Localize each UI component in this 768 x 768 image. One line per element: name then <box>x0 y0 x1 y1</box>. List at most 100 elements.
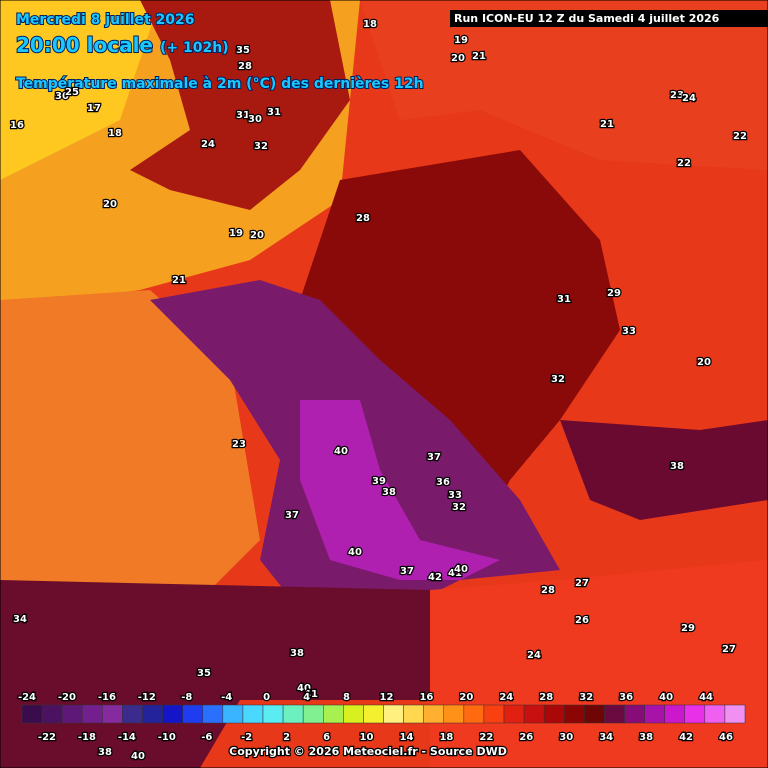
temperature-label: 35 <box>197 668 211 679</box>
color-swatch <box>41 704 63 724</box>
temperature-label: 21 <box>600 119 614 130</box>
scale-label: 8 <box>343 692 350 703</box>
color-swatch <box>383 704 404 724</box>
scale-label: 44 <box>699 692 713 703</box>
color-swatch <box>323 704 344 724</box>
temperature-label: 38 <box>670 461 684 472</box>
temperature-label: 36 <box>436 477 450 488</box>
temperature-label: 38 <box>290 648 304 659</box>
scale-label: 12 <box>380 692 394 703</box>
britain <box>130 0 350 210</box>
color-swatch <box>443 704 465 724</box>
scale-label: -22 <box>38 732 56 743</box>
scale-label: 38 <box>639 732 653 743</box>
temperature-label: 24 <box>201 139 215 150</box>
temperature-label: 31 <box>557 294 571 305</box>
scale-label: 24 <box>499 692 513 703</box>
temperature-label: 19 <box>229 228 243 239</box>
color-swatch <box>61 704 83 724</box>
temperature-label: 29 <box>681 623 695 634</box>
rhone-valley <box>300 400 500 580</box>
scale-label: 16 <box>419 692 433 703</box>
scale-label: 14 <box>399 732 413 743</box>
temperature-label: 20 <box>697 357 711 368</box>
color-swatch <box>142 704 163 724</box>
color-swatch <box>262 704 284 724</box>
color-swatch <box>222 704 244 724</box>
temperature-label: 31 <box>236 110 250 121</box>
scale-label: 30 <box>559 732 573 743</box>
temperature-label: 22 <box>733 131 747 142</box>
color-swatch <box>282 704 304 724</box>
temperature-label: 41 <box>448 568 462 579</box>
color-swatch <box>523 704 545 724</box>
temperature-label: 25 <box>65 87 79 98</box>
temperature-label: 40 <box>334 446 348 457</box>
temperature-label: 32 <box>254 141 268 152</box>
temperature-label: 26 <box>575 615 589 626</box>
temperature-label: 37 <box>427 452 441 463</box>
scale-label: 4 <box>303 692 310 703</box>
scale-label: 2 <box>283 732 290 743</box>
temperature-label: 32 <box>452 502 466 513</box>
color-swatch <box>604 704 625 724</box>
north-germany <box>360 0 768 170</box>
scale-label: -10 <box>158 732 176 743</box>
temperature-label: 40 <box>131 751 145 762</box>
temperature-label: 40 <box>348 547 362 558</box>
temperature-label: 27 <box>575 578 589 589</box>
atlantic <box>0 290 260 600</box>
color-swatch <box>463 704 485 724</box>
temperature-label: 23 <box>232 439 246 450</box>
scale-label: 0 <box>263 692 270 703</box>
temperature-label: 39 <box>372 476 386 487</box>
temperature-label: 37 <box>285 510 299 521</box>
temperature-label: 29 <box>607 288 621 299</box>
temperature-label: 28 <box>356 213 370 224</box>
scale-label: 42 <box>679 732 693 743</box>
scale-label: 32 <box>579 692 593 703</box>
color-swatch <box>423 704 444 724</box>
scale-label: -14 <box>118 732 136 743</box>
map-title: Température maximale à 2m (°C) des derni… <box>16 76 424 92</box>
temperature-label: 38 <box>382 487 396 498</box>
lead-time: (+ 102h) <box>160 40 229 56</box>
temperature-label: 20 <box>103 199 117 210</box>
temperature-label: 24 <box>527 650 541 661</box>
temperature-label: 20 <box>451 53 465 64</box>
color-swatch <box>483 704 505 724</box>
temperature-label: 41 <box>304 689 318 700</box>
color-swatch <box>102 704 123 724</box>
color-swatch <box>564 704 585 724</box>
scale-label: -12 <box>138 692 156 703</box>
temperature-label: 38 <box>98 747 112 758</box>
color-swatch <box>343 704 364 724</box>
scale-label: 20 <box>459 692 473 703</box>
scale-label: 34 <box>599 732 613 743</box>
color-swatch <box>242 704 264 724</box>
temperature-label: 24 <box>682 93 696 104</box>
temperature-label: 37 <box>400 566 414 577</box>
temperature-label: 18 <box>108 128 122 139</box>
scale-label: 6 <box>323 732 330 743</box>
scale-label: -20 <box>58 692 76 703</box>
temperature-label: 31 <box>267 107 281 118</box>
scale-label: -24 <box>18 692 36 703</box>
color-swatch <box>503 704 525 724</box>
temperature-label: 27 <box>722 644 736 655</box>
temperature-label: 28 <box>541 585 555 596</box>
scale-label: 46 <box>719 732 733 743</box>
scale-label: 10 <box>360 732 374 743</box>
scale-label: 26 <box>519 732 533 743</box>
scale-label: -4 <box>221 692 232 703</box>
scale-label: 40 <box>659 692 673 703</box>
color-swatch <box>363 704 384 724</box>
color-swatch <box>202 704 224 724</box>
run-info: Run ICON-EU 12 Z du Samedi 4 juillet 202… <box>454 12 720 25</box>
italy-north <box>560 420 768 520</box>
color-swatch <box>584 704 605 724</box>
color-swatch <box>403 704 424 724</box>
temperature-label: 17 <box>87 103 101 114</box>
color-swatch <box>302 704 324 724</box>
